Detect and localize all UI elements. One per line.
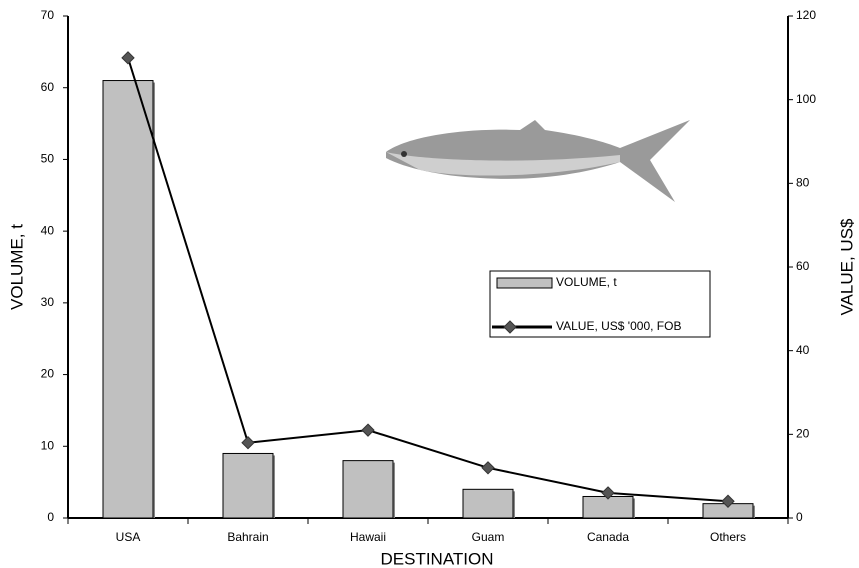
y2-tick-label: 0 [796, 510, 803, 524]
marker [721, 494, 735, 508]
legend-label: VOLUME, t [556, 275, 617, 289]
x-tick-label: Canada [587, 530, 629, 544]
x-tick-label: Others [710, 530, 746, 544]
y2-tick-label: 60 [796, 259, 810, 273]
y2-tick-label: 40 [796, 343, 810, 357]
marker [241, 435, 255, 450]
line [127, 57, 729, 503]
bar [102, 80, 154, 519]
x-axis-title: DESTINATION [380, 549, 493, 568]
bar [222, 452, 274, 519]
marker [361, 423, 375, 437]
fish-illustration [386, 120, 690, 202]
y2-tick-label: 80 [796, 176, 810, 190]
y-tick-label: 40 [41, 223, 55, 237]
y-tick-label: 70 [41, 8, 55, 22]
legend-marker [503, 320, 517, 334]
y-axis-title: VOLUME, t [7, 224, 26, 310]
marker [601, 486, 615, 500]
x-tick-label: Guam [472, 530, 505, 544]
legend-label: VALUE, US$ '000, FOB [556, 319, 681, 333]
y-tick-label: 60 [41, 80, 55, 94]
y2-tick-label: 120 [796, 8, 816, 22]
y-tick-label: 0 [47, 510, 54, 524]
x-tick-label: Hawaii [350, 530, 386, 544]
bar [342, 460, 394, 519]
y-tick-label: 20 [41, 367, 55, 381]
bar [462, 488, 514, 519]
x-tick-label: Bahrain [227, 530, 268, 544]
y2-axis-title: VALUE, US$ [837, 218, 856, 316]
marker [121, 51, 135, 65]
y2-tick-label: 20 [796, 427, 810, 441]
y-tick-label: 10 [41, 438, 55, 452]
legend-swatch [496, 277, 553, 289]
legend: VOLUME, t VALUE, US$ '000, FOB [489, 270, 711, 338]
x-tick-label: USA [116, 530, 141, 544]
y-tick-label: 50 [41, 152, 55, 166]
y-tick-label: 30 [41, 295, 55, 309]
marker [481, 461, 495, 475]
y2-tick-label: 100 [796, 92, 816, 106]
bar [582, 495, 634, 519]
